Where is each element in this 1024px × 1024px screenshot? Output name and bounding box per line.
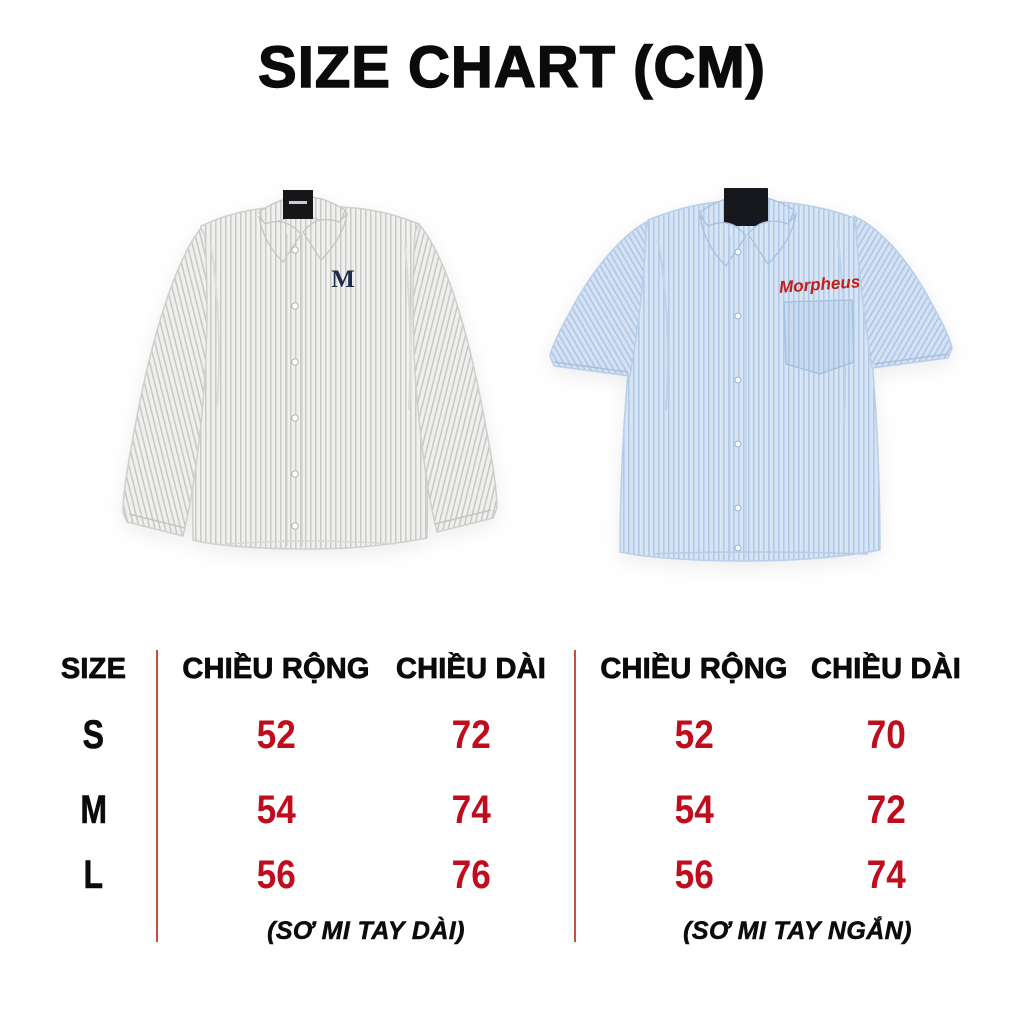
size-label-s: S [82, 712, 105, 757]
value-cell: 70 [866, 712, 906, 757]
value-cell: 76 [451, 852, 491, 897]
value-cell: 72 [451, 712, 491, 757]
short-sleeve-shirt-body [619, 200, 881, 562]
long-sleeve-shirt-photo: M [122, 190, 498, 550]
short-sleeve-right-sleeve [852, 214, 953, 369]
chest-pocket [783, 299, 855, 375]
size-table: SIZE CHIỀU RỘNG CHIỀU DÀI CHIỀU RỘNG CHI… [30, 645, 1020, 907]
long-sleeve-left-sleeve [122, 226, 208, 537]
value-cell: 52 [674, 712, 714, 757]
short-sleeve-shirt-photo: Morpheus [549, 188, 953, 562]
header-length-short-sleeve: CHIỀU DÀI [810, 652, 962, 685]
header-width-long-sleeve: CHIỀU RỘNG [182, 652, 370, 685]
value-cell: 74 [866, 852, 906, 897]
long-sleeve-placket [286, 234, 303, 546]
neck-label-tag [724, 188, 768, 226]
page-title: SIZE CHART (CM) [257, 34, 766, 100]
buttons [734, 248, 742, 552]
header-length-long-sleeve: CHIỀU DÀI [395, 652, 547, 685]
value-cell: 56 [674, 852, 714, 897]
chest-logo-m: M [331, 266, 355, 293]
caption-short-sleeve: (SƠ MI TAY NGẮN) [683, 916, 912, 945]
value-cell: 54 [256, 787, 296, 832]
buttons [291, 246, 299, 530]
long-sleeve-right-sleeve [412, 222, 498, 533]
size-column-header: SIZE [60, 652, 127, 685]
short-sleeve-placket [729, 236, 747, 558]
short-sleeve-left-sleeve [549, 220, 647, 377]
neck-label-tag [283, 190, 313, 219]
value-cell: 74 [451, 787, 491, 832]
size-label-l: L [83, 852, 104, 897]
short-sleeve-collar [699, 188, 798, 268]
long-sleeve-shirt-body [191, 205, 429, 550]
long-sleeve-collar [258, 190, 348, 264]
table-divider-middle [574, 650, 576, 942]
value-cell: 52 [256, 712, 296, 757]
header-width-short-sleeve: CHIỀU RỘNG [600, 652, 788, 685]
caption-long-sleeve: (SƠ MI TAY DÀI) [267, 916, 465, 945]
value-cell: 56 [256, 852, 296, 897]
size-label-m: M [80, 787, 107, 832]
table-divider-left [156, 650, 158, 942]
value-cell: 72 [866, 787, 906, 832]
value-cell: 54 [674, 787, 714, 832]
